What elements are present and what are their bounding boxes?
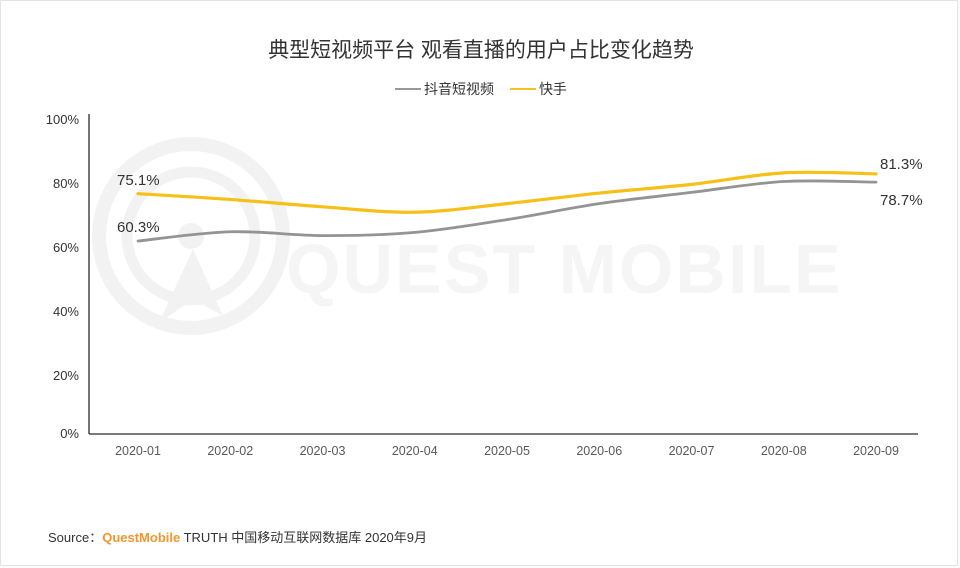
svg-text:100%: 100% (46, 112, 80, 127)
svg-text:2020-06: 2020-06 (576, 444, 622, 458)
svg-text:78.7%: 78.7% (880, 192, 923, 209)
svg-text:75.1%: 75.1% (117, 172, 160, 189)
svg-text:QUEST MOBILE: QUEST MOBILE (286, 230, 843, 308)
svg-text:81.3%: 81.3% (880, 156, 923, 173)
svg-text:80%: 80% (53, 176, 79, 191)
svg-text:2020-08: 2020-08 (761, 444, 807, 458)
svg-text:60.3%: 60.3% (117, 219, 160, 236)
svg-text:40%: 40% (53, 304, 79, 319)
svg-text:2020-05: 2020-05 (484, 444, 530, 458)
svg-text:2020-02: 2020-02 (207, 444, 253, 458)
svg-text:2020-01: 2020-01 (115, 444, 161, 458)
svg-text:2020-04: 2020-04 (392, 444, 438, 458)
svg-text:20%: 20% (53, 368, 79, 383)
svg-text:2020-03: 2020-03 (300, 444, 346, 458)
svg-text:2020-09: 2020-09 (853, 444, 899, 458)
svg-text:60%: 60% (53, 240, 79, 255)
svg-text:2020-07: 2020-07 (669, 444, 715, 458)
svg-text:0%: 0% (60, 426, 79, 441)
